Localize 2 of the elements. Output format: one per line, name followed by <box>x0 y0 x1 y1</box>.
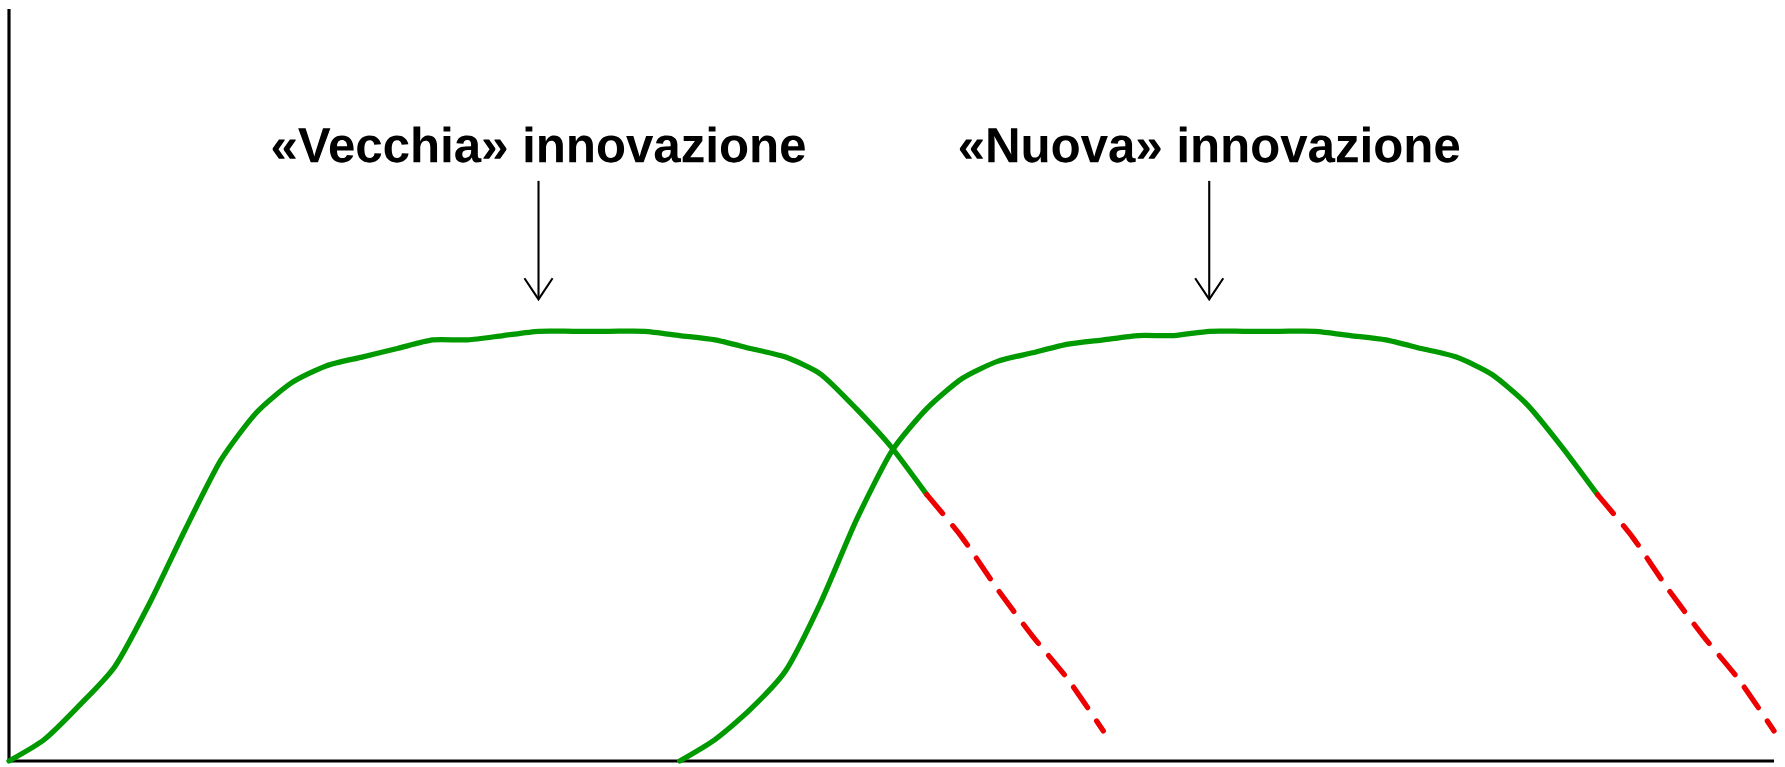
text: «Vecchia» innovazione <box>272 126 805 163</box>
text: «Nuova» innovazione <box>959 126 1460 163</box>
